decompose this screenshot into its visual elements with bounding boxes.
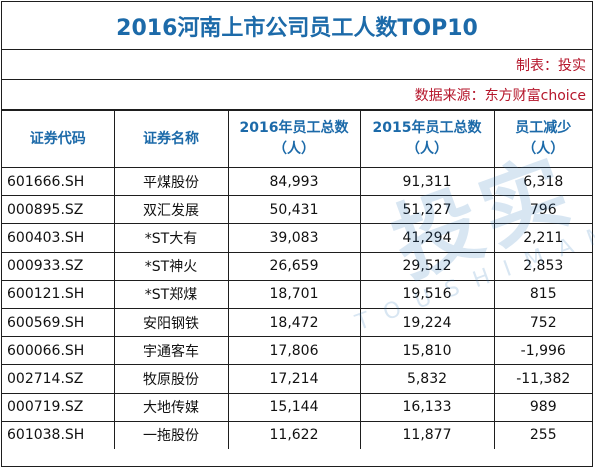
cell-emp2015: 5,832 [359, 364, 495, 394]
table-row: 600403.SH *ST大有 39,083 41,294 2,211 [2, 223, 592, 253]
header-emp2016-line1: 2016年员工总数 [239, 120, 349, 136]
table-header-row: 证券代码 证券名称 2016年员工总数 （人） 2015年员工总数 （人） 员工… [2, 110, 592, 168]
cell-emp2016: 18,701 [227, 279, 361, 309]
header-name: 证券名称 [113, 110, 229, 168]
cell-name: 安阳钢铁 [113, 307, 229, 338]
table-row: 002714.SZ 牧原股份 17,214 5,832 -11,382 [2, 364, 592, 394]
cell-name: 宇通客车 [113, 336, 229, 366]
header-decrease-line1: 员工减少 [515, 120, 572, 136]
cell-emp2016: 15,144 [227, 392, 361, 422]
cell-decrease: 2,211 [493, 223, 592, 253]
cell-decrease: 6,318 [493, 166, 592, 197]
cell-code: 601038.SH [2, 420, 115, 449]
cell-emp2015: 19,516 [359, 279, 495, 309]
header-code-label: 证券代码 [29, 130, 86, 147]
page-title: 2016河南上市公司员工人数TOP10 [2, 2, 592, 50]
cell-decrease: 815 [493, 279, 592, 309]
cell-decrease: 796 [493, 195, 592, 225]
cell-code: 601666.SH [2, 166, 115, 197]
table-row: 000719.SZ 大地传媒 15,144 16,133 989 [2, 392, 592, 422]
header-name-label: 证券名称 [143, 130, 199, 147]
cell-code: 600066.SH [2, 336, 115, 366]
cell-emp2016: 26,659 [227, 251, 361, 281]
header-emp2015: 2015年员工总数 （人） [359, 110, 495, 168]
cell-decrease: -1,996 [493, 336, 592, 366]
cell-name: *ST神火 [113, 251, 229, 281]
header-emp2015-line2: （人） [406, 141, 448, 157]
cell-name: 牧原股份 [113, 364, 229, 394]
cell-emp2016: 50,431 [227, 195, 361, 225]
cell-decrease: 255 [493, 420, 592, 449]
cell-emp2015: 15,810 [359, 336, 495, 366]
cell-code: 600403.SH [2, 223, 115, 253]
cell-name: 一拖股份 [113, 420, 229, 449]
cell-emp2016: 11,622 [227, 420, 361, 449]
cell-decrease: 2,853 [493, 251, 592, 281]
table-row: 000895.SZ 双汇发展 50,431 51,227 796 [2, 195, 592, 225]
cell-emp2015: 11,877 [359, 420, 495, 449]
table-row: 601666.SH 平煤股份 84,993 91,311 6,318 [2, 166, 592, 197]
cell-emp2015: 29,512 [359, 251, 495, 281]
cell-name: 平煤股份 [113, 166, 229, 197]
table-row: 600066.SH 宇通客车 17,806 15,810 -1,996 [2, 336, 592, 366]
header-emp2016-line2: （人） [273, 141, 315, 157]
header-decrease-line2: （人） [522, 141, 565, 157]
header-code: 证券代码 [2, 110, 115, 168]
cell-emp2015: 19,224 [359, 307, 495, 338]
cell-emp2015: 91,311 [359, 166, 495, 197]
header-decrease: 员工减少 （人） [493, 110, 592, 168]
cell-emp2015: 16,133 [359, 392, 495, 422]
cell-name: 双汇发展 [113, 195, 229, 225]
cell-code: 002714.SZ [2, 364, 115, 394]
header-emp2016: 2016年员工总数 （人） [227, 110, 361, 168]
cell-name: *ST郑煤 [113, 279, 229, 309]
employee-table: 证券代码 证券名称 2016年员工总数 （人） 2015年员工总数 （人） 员工… [2, 110, 592, 449]
cell-code: 600569.SH [2, 307, 115, 338]
cell-decrease: 989 [493, 392, 592, 422]
table-row: 600569.SH 安阳钢铁 18,472 19,224 752 [2, 307, 592, 338]
cell-code: 000933.SZ [2, 251, 115, 281]
cell-code: 000895.SZ [2, 195, 115, 225]
cell-emp2015: 51,227 [359, 195, 495, 225]
credit-maker: 制表：投实 [2, 50, 592, 80]
header-emp2015-line1: 2015年员工总数 [372, 120, 482, 136]
cell-emp2016: 39,083 [227, 223, 361, 253]
cell-name: *ST大有 [113, 223, 229, 253]
table-row: 000933.SZ *ST神火 26,659 29,512 2,853 [2, 251, 592, 281]
cell-emp2016: 17,214 [227, 364, 361, 394]
cell-code: 600121.SH [2, 279, 115, 309]
table-row: 600121.SH *ST郑煤 18,701 19,516 815 [2, 279, 592, 309]
table-row: 601038.SH 一拖股份 11,622 11,877 255 [2, 420, 592, 449]
cell-decrease: -11,382 [493, 364, 592, 394]
cell-decrease: 752 [493, 307, 592, 338]
cell-emp2016: 18,472 [227, 307, 361, 338]
cell-emp2015: 41,294 [359, 223, 495, 253]
credit-source: 数据来源：东方财富choice [2, 80, 592, 110]
cell-name: 大地传媒 [113, 392, 229, 422]
cell-emp2016: 17,806 [227, 336, 361, 366]
cell-code: 000719.SZ [2, 392, 115, 422]
cell-emp2016: 84,993 [227, 166, 361, 197]
